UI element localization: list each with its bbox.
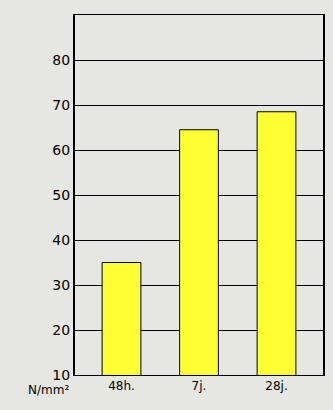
svg-text:7j.: 7j. <box>192 379 207 393</box>
svg-text:60: 60 <box>52 142 70 158</box>
svg-text:40: 40 <box>52 232 70 248</box>
svg-text:48h.: 48h. <box>108 379 135 393</box>
svg-text:70: 70 <box>52 97 70 113</box>
svg-text:N/mm²: N/mm² <box>28 383 69 397</box>
svg-text:20: 20 <box>52 322 70 338</box>
svg-text:80: 80 <box>52 52 70 68</box>
svg-text:50: 50 <box>52 187 70 203</box>
svg-text:30: 30 <box>52 277 70 293</box>
svg-text:10: 10 <box>52 367 70 383</box>
svg-text:28j.: 28j. <box>265 379 287 393</box>
